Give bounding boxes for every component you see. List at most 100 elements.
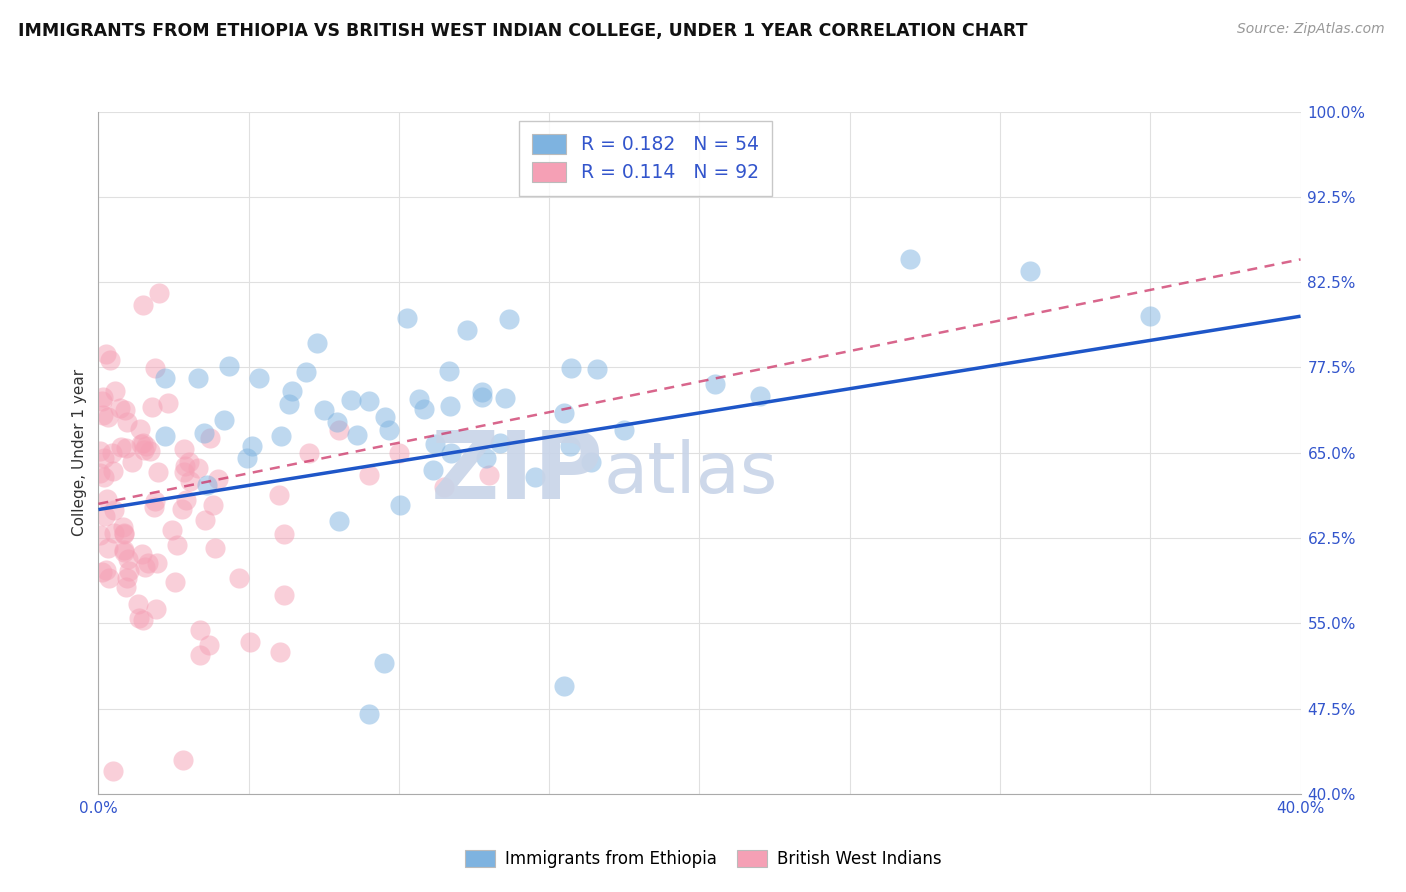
Point	[129, 437, 152, 451]
Point	[90, 565, 112, 579]
Point	[166, 538, 188, 552]
Point	[93, 451, 115, 466]
Point	[475, 450, 498, 465]
Point	[195, 478, 218, 492]
Point	[579, 455, 602, 469]
Point	[388, 446, 411, 460]
Point	[91, 390, 114, 404]
Point	[145, 602, 167, 616]
Point	[359, 394, 381, 409]
Point	[163, 574, 186, 589]
Point	[278, 397, 301, 411]
Point	[494, 391, 516, 405]
Point	[94, 347, 117, 361]
Point	[1019, 264, 1042, 278]
Point	[498, 311, 520, 326]
Point	[117, 552, 139, 566]
Y-axis label: College, Under 1 year: College, Under 1 year	[72, 369, 87, 536]
Point	[170, 502, 193, 516]
Point	[228, 571, 250, 585]
Text: atlas: atlas	[603, 439, 778, 508]
Point	[96, 563, 118, 577]
Point	[312, 403, 335, 417]
Point	[128, 611, 150, 625]
Point	[97, 541, 120, 556]
Point	[613, 423, 636, 437]
Point	[156, 396, 179, 410]
Point	[121, 455, 143, 469]
Point	[1139, 310, 1161, 324]
Point	[198, 431, 221, 445]
Point	[148, 286, 170, 301]
Point	[328, 514, 350, 528]
Point	[112, 545, 135, 559]
Point	[295, 365, 318, 379]
Point	[553, 679, 575, 693]
Point	[396, 311, 419, 326]
Point	[115, 441, 138, 455]
Point	[273, 588, 295, 602]
Point	[115, 571, 138, 585]
Point	[239, 634, 262, 648]
Point	[143, 360, 166, 375]
Point	[111, 519, 134, 533]
Point	[103, 764, 125, 779]
Point	[326, 415, 349, 429]
Point	[136, 556, 159, 570]
Point	[90, 393, 112, 408]
Point	[115, 415, 138, 429]
Legend: R = 0.182   N = 54, R = 0.114   N = 92: R = 0.182 N = 54, R = 0.114 N = 92	[519, 121, 772, 195]
Point	[413, 401, 436, 416]
Point	[143, 500, 166, 515]
Point	[173, 465, 195, 479]
Point	[162, 523, 184, 537]
Text: Source: ZipAtlas.com: Source: ZipAtlas.com	[1237, 22, 1385, 37]
Point	[134, 560, 156, 574]
Point	[98, 571, 121, 585]
Point	[339, 392, 361, 407]
Point	[471, 390, 494, 404]
Point	[433, 480, 456, 494]
Point	[135, 438, 157, 452]
Point	[132, 435, 155, 450]
Point	[141, 400, 163, 414]
Point	[131, 548, 153, 562]
Point	[212, 413, 235, 427]
Point	[127, 598, 149, 612]
Point	[305, 335, 328, 350]
Point	[489, 436, 512, 450]
Point	[247, 371, 270, 385]
Point	[408, 392, 430, 406]
Point	[101, 446, 124, 460]
Point	[187, 461, 209, 475]
Point	[373, 656, 395, 670]
Point	[108, 401, 131, 416]
Point	[89, 444, 111, 458]
Point	[146, 465, 169, 479]
Point	[207, 472, 229, 486]
Point	[110, 441, 132, 455]
Point	[188, 624, 211, 638]
Point	[143, 494, 166, 508]
Point	[524, 469, 547, 483]
Point	[422, 462, 444, 476]
Point	[176, 492, 198, 507]
Point	[346, 428, 368, 442]
Point	[198, 638, 221, 652]
Point	[560, 361, 582, 376]
Point	[101, 464, 124, 478]
Point	[553, 406, 575, 420]
Point	[267, 488, 290, 502]
Point	[89, 528, 111, 542]
Point	[93, 470, 115, 484]
Point	[115, 580, 138, 594]
Point	[478, 468, 501, 483]
Point	[89, 466, 111, 480]
Point	[132, 613, 155, 627]
Point	[96, 491, 118, 506]
Point	[129, 422, 152, 436]
Point	[172, 753, 194, 767]
Point	[104, 384, 127, 399]
Point	[281, 384, 304, 398]
Point	[437, 364, 460, 378]
